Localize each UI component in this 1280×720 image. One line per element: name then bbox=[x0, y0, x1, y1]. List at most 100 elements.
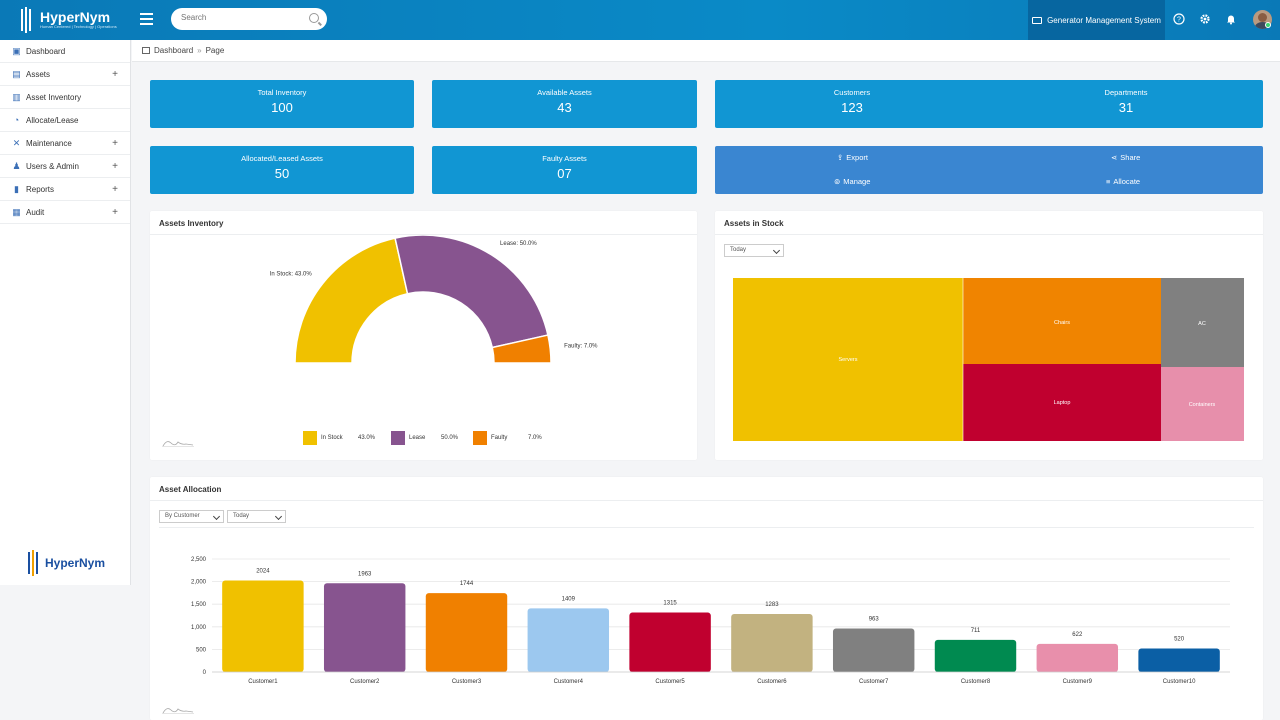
notification-bell-icon[interactable] bbox=[1225, 13, 1237, 25]
sidebar-item-assets[interactable]: ▤ Assets + bbox=[0, 63, 130, 86]
allocation-group-select[interactable]: By Customer bbox=[159, 510, 224, 523]
search-icon[interactable] bbox=[309, 13, 319, 23]
sidebar-item-asset-inventory[interactable]: ▥ Asset Inventory bbox=[0, 86, 130, 109]
donut-slice-lease[interactable] bbox=[394, 235, 549, 349]
stat-customers-departments: Customers 123 Departments 31 bbox=[715, 80, 1263, 128]
logo-mark-icon bbox=[20, 7, 34, 33]
export-icon: ⇪ bbox=[837, 153, 844, 162]
bar-value-label: 1963 bbox=[358, 571, 372, 577]
sidebar-item-dashboard[interactable]: ▣ Dashboard bbox=[0, 40, 130, 63]
help-icon[interactable]: ? bbox=[1173, 13, 1185, 25]
bar-customer7[interactable] bbox=[832, 628, 915, 672]
search-input[interactable] bbox=[181, 13, 301, 22]
bar-value-label: 520 bbox=[1174, 636, 1185, 642]
bar-customer1[interactable] bbox=[222, 580, 304, 672]
share-label: Share bbox=[1120, 153, 1141, 162]
x-tick-label: Customer8 bbox=[961, 679, 991, 685]
sidebar-item-label: Dashboard bbox=[26, 46, 66, 56]
y-tick-label: 0 bbox=[203, 670, 207, 676]
logo-mark-icon bbox=[27, 550, 41, 576]
allocate-button[interactable]: ≡ Allocate bbox=[1106, 177, 1140, 186]
sidebar-item-allocate-lease[interactable]: ◔ Allocate/Lease bbox=[0, 109, 130, 132]
monitor-icon bbox=[1032, 16, 1043, 24]
footer-logo-name: HyperNym bbox=[45, 556, 106, 570]
bar-customer10[interactable] bbox=[1138, 648, 1220, 672]
sidebar-item-audit[interactable]: ▦ Audit + bbox=[0, 201, 130, 224]
legend-faulty[interactable]: Faulty 7.0% bbox=[473, 431, 542, 445]
sidebar-footer-logo: HyperNym bbox=[27, 550, 105, 576]
donut-slice-faulty[interactable] bbox=[491, 334, 552, 364]
treemap-tile-chairs[interactable] bbox=[963, 278, 1161, 364]
stat-departments[interactable]: Departments 31 bbox=[989, 80, 1263, 128]
chevron-down-icon bbox=[274, 512, 283, 521]
sidebar-item-maintenance[interactable]: ✕ Maintenance + bbox=[0, 132, 130, 155]
stat-available-assets[interactable]: Available Assets 43 bbox=[432, 80, 697, 128]
legend-in-stock[interactable]: In Stock 43.0% bbox=[303, 431, 375, 445]
sidebar-item-users-admin[interactable]: ♟ Users & Admin + bbox=[0, 155, 130, 178]
share-button[interactable]: ⋖ Share bbox=[1111, 153, 1140, 162]
stat-customers[interactable]: Customers 123 bbox=[715, 80, 989, 128]
donut-data-label: In Stock: 43.0% bbox=[270, 271, 313, 277]
app-logo[interactable]: HyperNym Human Centered | Technology | O… bbox=[20, 7, 117, 33]
expand-icon[interactable]: + bbox=[112, 207, 118, 218]
treemap-label-servers: Servers bbox=[839, 357, 858, 363]
bar-value-label: 963 bbox=[869, 616, 880, 622]
bar-customer3[interactable] bbox=[425, 593, 508, 672]
donut-slice-in-stock[interactable] bbox=[294, 237, 409, 364]
expand-icon[interactable]: + bbox=[112, 69, 118, 80]
legend-lease[interactable]: Lease 50.0% bbox=[391, 431, 458, 445]
bar-customer8[interactable] bbox=[934, 639, 1017, 672]
bar-customer5[interactable] bbox=[629, 612, 711, 672]
sidebar-item-label: Audit bbox=[26, 207, 45, 217]
legend-value: 7.0% bbox=[528, 435, 542, 441]
sidebar-item-reports[interactable]: ▮ Reports + bbox=[0, 178, 130, 201]
bar-value-label: 1409 bbox=[562, 596, 576, 602]
allocation-time-select[interactable]: Today bbox=[227, 510, 286, 523]
x-tick-label: Customer2 bbox=[350, 679, 380, 685]
menu-toggle-icon[interactable] bbox=[140, 13, 153, 25]
bar-value-label: 1744 bbox=[460, 581, 474, 587]
treemap-label-chairs: Chairs bbox=[1054, 320, 1070, 326]
treemap-tile-servers[interactable] bbox=[733, 278, 963, 441]
y-tick-label: 2,500 bbox=[191, 557, 207, 563]
manage-icon: ⊚ bbox=[834, 177, 841, 186]
stat-label: Allocated/Leased Assets bbox=[241, 154, 323, 163]
system-name: Generator Management System bbox=[1047, 15, 1161, 25]
select-value: Today bbox=[730, 247, 747, 253]
treemap-tile-ac[interactable] bbox=[1161, 278, 1244, 367]
breadcrumb-root[interactable]: Dashboard bbox=[154, 46, 194, 55]
bar-customer9[interactable] bbox=[1036, 643, 1119, 672]
stat-allocated-leased[interactable]: Allocated/Leased Assets 50 bbox=[150, 146, 414, 194]
asset-allocation-bar-chart: 0 500 1,000 1,500 2,000 2,500 2024 Customer1 196… bbox=[191, 557, 1230, 685]
stat-label: Total Inventory bbox=[257, 88, 307, 97]
assets-inventory-chart: In Stock: 43.0% Lease: 50.0% Faulty: 7.0% bbox=[270, 235, 598, 364]
sidebar-item-label: Allocate/Lease bbox=[26, 115, 79, 125]
x-tick-label: Customer4 bbox=[554, 679, 584, 685]
donut-data-label: Lease: 50.0% bbox=[500, 241, 537, 247]
bar-customer4[interactable] bbox=[527, 608, 610, 672]
manage-button[interactable]: ⊚ Manage bbox=[834, 177, 870, 186]
expand-icon[interactable]: + bbox=[112, 138, 118, 149]
search-box bbox=[171, 8, 327, 30]
system-selector-button[interactable]: Generator Management System bbox=[1028, 0, 1165, 40]
settings-gear-icon[interactable] bbox=[1199, 13, 1211, 25]
treemap-tile-containers[interactable] bbox=[1161, 367, 1244, 441]
bar-customer6[interactable] bbox=[731, 614, 813, 672]
y-tick-label: 1,500 bbox=[191, 602, 207, 608]
share-icon: ⋖ bbox=[1111, 153, 1118, 162]
expand-icon[interactable]: + bbox=[112, 161, 118, 172]
bar-customer2[interactable] bbox=[323, 583, 406, 672]
treemap-tile-laptop[interactable] bbox=[963, 364, 1161, 441]
card-title: Asset Allocation bbox=[150, 477, 1263, 501]
chevron-down-icon bbox=[772, 246, 781, 255]
stock-time-filter-select[interactable]: Today bbox=[724, 244, 784, 257]
stat-value: 50 bbox=[274, 166, 290, 181]
x-tick-label: Customer5 bbox=[655, 679, 685, 685]
export-button[interactable]: ⇪ Export bbox=[837, 153, 868, 162]
stat-total-inventory[interactable]: Total Inventory 100 bbox=[150, 80, 414, 128]
allocate-label: Allocate bbox=[1113, 177, 1141, 186]
expand-icon[interactable]: + bbox=[112, 184, 118, 195]
breadcrumb-separator: » bbox=[197, 46, 202, 55]
x-tick-label: Customer6 bbox=[757, 679, 787, 685]
stat-faulty-assets[interactable]: Faulty Assets 07 bbox=[432, 146, 697, 194]
